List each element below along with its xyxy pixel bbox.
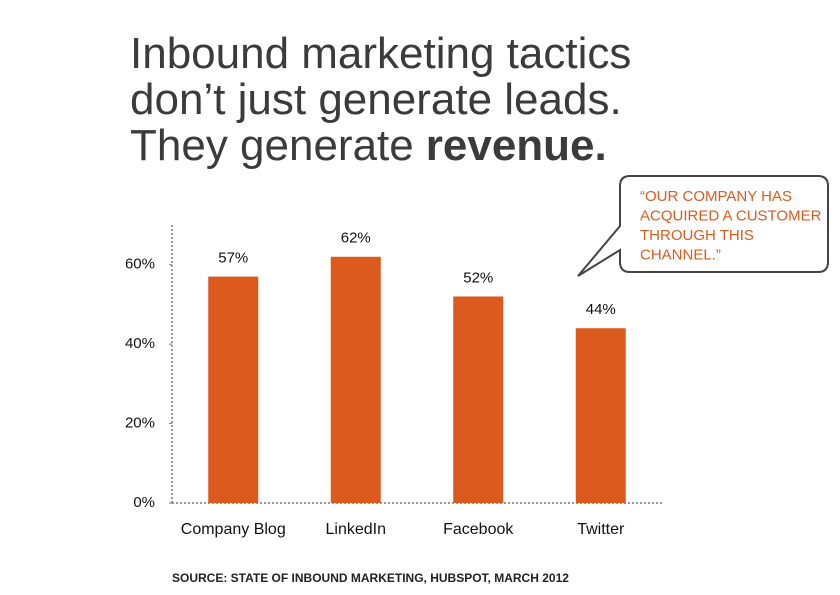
source: SOURCE: STATE OF INBOUND MARKETING, HUBS… <box>172 571 569 585</box>
y-tick-label: 0% <box>133 494 155 511</box>
y-tick-label: 40% <box>125 335 155 352</box>
callout-box <box>577 175 829 277</box>
callout-text: THROUGH THIS <box>640 227 754 244</box>
bar <box>453 296 504 503</box>
bar <box>575 328 626 503</box>
value-label: 44% <box>586 301 616 318</box>
value-label: 62% <box>341 230 371 247</box>
callout-text: ACQUIRED A CUSTOMER <box>640 208 822 225</box>
x-tick-label: Twitter <box>577 521 625 538</box>
title-text: They generate <box>130 121 414 170</box>
title-emphasis: revenue. <box>426 121 607 170</box>
value-label: 52% <box>463 269 493 286</box>
y-tick-label: 60% <box>125 256 155 273</box>
callout-text: “OUR COMPANY HAS <box>640 188 792 205</box>
value-label: 57% <box>218 250 248 267</box>
bar <box>330 256 381 503</box>
y-tick-label: 20% <box>125 415 155 432</box>
x-tick-label: Company Blog <box>181 521 286 538</box>
title-line: Inbound marketing tactics <box>130 29 631 78</box>
title-line: They generate revenue. <box>130 121 607 170</box>
x-tick-label: LinkedIn <box>326 521 387 538</box>
title-line: don’t just generate leads. <box>130 75 622 124</box>
x-tick-label: Facebook <box>443 521 514 538</box>
callout-text: CHANNEL.” <box>640 247 721 264</box>
bar <box>208 276 259 503</box>
